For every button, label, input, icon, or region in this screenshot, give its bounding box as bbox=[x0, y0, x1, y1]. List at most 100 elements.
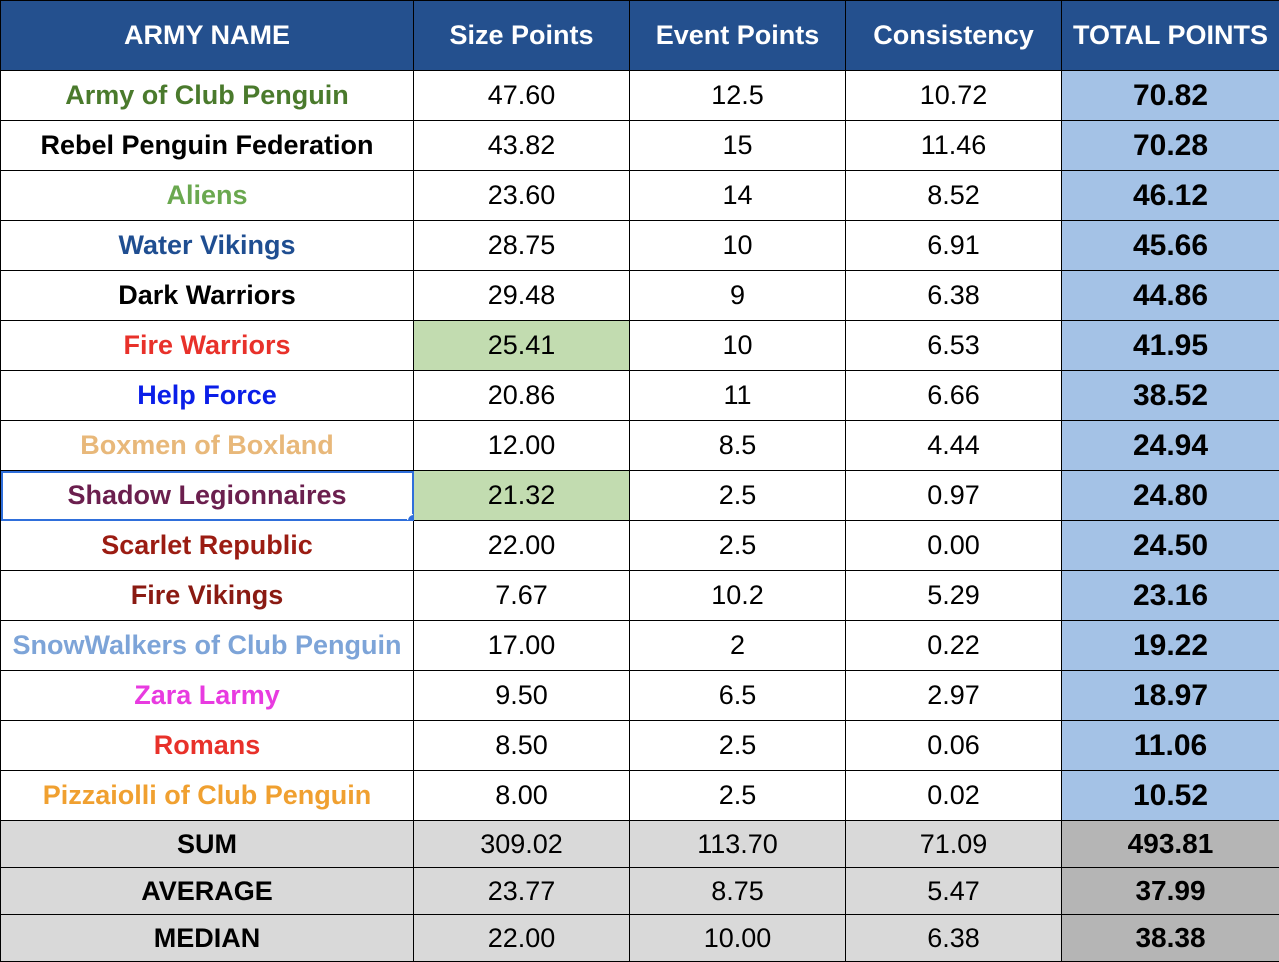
army-name-cell[interactable]: Pizzaiolli of Club Penguin bbox=[1, 771, 414, 821]
total-points-cell[interactable]: 70.82 bbox=[1062, 71, 1279, 121]
header-consistency[interactable]: Consistency bbox=[846, 1, 1062, 71]
event-points-cell[interactable]: 11 bbox=[630, 371, 846, 421]
consistency-cell[interactable]: 4.44 bbox=[846, 421, 1062, 471]
consistency-cell[interactable]: 6.53 bbox=[846, 321, 1062, 371]
header-army-name[interactable]: ARMY NAME bbox=[1, 1, 414, 71]
army-name-cell[interactable]: Water Vikings bbox=[1, 221, 414, 271]
summary-total-cell[interactable]: 493.81 bbox=[1062, 821, 1279, 868]
army-name-cell[interactable]: Scarlet Republic bbox=[1, 521, 414, 571]
summary-consistency-cell[interactable]: 6.38 bbox=[846, 915, 1062, 962]
size-points-cell[interactable]: 29.48 bbox=[414, 271, 630, 321]
size-points-cell[interactable]: 7.67 bbox=[414, 571, 630, 621]
size-points-cell[interactable]: 23.60 bbox=[414, 171, 630, 221]
summary-size-cell[interactable]: 22.00 bbox=[414, 915, 630, 962]
consistency-cell[interactable]: 10.72 bbox=[846, 71, 1062, 121]
total-points-cell[interactable]: 41.95 bbox=[1062, 321, 1279, 371]
total-points-cell[interactable]: 44.86 bbox=[1062, 271, 1279, 321]
summary-event-cell[interactable]: 8.75 bbox=[630, 868, 846, 915]
summary-size-cell[interactable]: 23.77 bbox=[414, 868, 630, 915]
size-points-cell[interactable]: 12.00 bbox=[414, 421, 630, 471]
consistency-cell[interactable]: 0.02 bbox=[846, 771, 1062, 821]
event-points-cell[interactable]: 2.5 bbox=[630, 471, 846, 521]
consistency-cell[interactable]: 6.66 bbox=[846, 371, 1062, 421]
fill-handle[interactable] bbox=[407, 514, 414, 521]
army-name-cell[interactable]: Help Force bbox=[1, 371, 414, 421]
summary-label-cell[interactable]: MEDIAN bbox=[1, 915, 414, 962]
consistency-cell[interactable]: 0.22 bbox=[846, 621, 1062, 671]
event-points-cell[interactable]: 14 bbox=[630, 171, 846, 221]
army-name-cell[interactable]: Army of Club Penguin bbox=[1, 71, 414, 121]
total-points-cell[interactable]: 38.52 bbox=[1062, 371, 1279, 421]
summary-total-cell[interactable]: 38.38 bbox=[1062, 915, 1279, 962]
total-points-cell[interactable]: 11.06 bbox=[1062, 721, 1279, 771]
size-points-cell[interactable]: 25.41 bbox=[414, 321, 630, 371]
summary-total-cell[interactable]: 37.99 bbox=[1062, 868, 1279, 915]
event-points-cell[interactable]: 8.5 bbox=[630, 421, 846, 471]
army-name-cell[interactable]: Dark Warriors bbox=[1, 271, 414, 321]
event-points-cell[interactable]: 15 bbox=[630, 121, 846, 171]
army-name-cell[interactable]: Romans bbox=[1, 721, 414, 771]
army-name-cell[interactable]: Rebel Penguin Federation bbox=[1, 121, 414, 171]
total-points-cell[interactable]: 24.80 bbox=[1062, 471, 1279, 521]
consistency-cell[interactable]: 6.91 bbox=[846, 221, 1062, 271]
consistency-cell[interactable]: 5.29 bbox=[846, 571, 1062, 621]
event-points-cell[interactable]: 10 bbox=[630, 321, 846, 371]
total-points-cell[interactable]: 19.22 bbox=[1062, 621, 1279, 671]
summary-label-cell[interactable]: AVERAGE bbox=[1, 868, 414, 915]
consistency-cell[interactable]: 6.38 bbox=[846, 271, 1062, 321]
total-points-cell[interactable]: 24.94 bbox=[1062, 421, 1279, 471]
total-points-cell[interactable]: 23.16 bbox=[1062, 571, 1279, 621]
event-points-cell[interactable]: 2 bbox=[630, 621, 846, 671]
army-name-cell[interactable]: SnowWalkers of Club Penguin bbox=[1, 621, 414, 671]
total-points-cell[interactable]: 46.12 bbox=[1062, 171, 1279, 221]
total-points-cell[interactable]: 18.97 bbox=[1062, 671, 1279, 721]
army-name-cell[interactable]: Fire Vikings bbox=[1, 571, 414, 621]
size-points-cell[interactable]: 21.32 bbox=[414, 471, 630, 521]
event-points-cell[interactable]: 10.2 bbox=[630, 571, 846, 621]
event-points-cell[interactable]: 2.5 bbox=[630, 521, 846, 571]
size-points-cell[interactable]: 43.82 bbox=[414, 121, 630, 171]
event-points-cell[interactable]: 2.5 bbox=[630, 771, 846, 821]
size-points-cell[interactable]: 9.50 bbox=[414, 671, 630, 721]
header-row: ARMY NAME Size Points Event Points Consi… bbox=[1, 1, 1279, 71]
size-points-cell[interactable]: 8.50 bbox=[414, 721, 630, 771]
header-size-points[interactable]: Size Points bbox=[414, 1, 630, 71]
summary-label-cell[interactable]: SUM bbox=[1, 821, 414, 868]
summary-consistency-cell[interactable]: 5.47 bbox=[846, 868, 1062, 915]
total-points-cell[interactable]: 45.66 bbox=[1062, 221, 1279, 271]
summary-size-cell[interactable]: 309.02 bbox=[414, 821, 630, 868]
event-points-cell[interactable]: 2.5 bbox=[630, 721, 846, 771]
army-name-cell[interactable]: Shadow Legionnaires bbox=[1, 471, 414, 521]
consistency-cell[interactable]: 11.46 bbox=[846, 121, 1062, 171]
summary-event-cell[interactable]: 10.00 bbox=[630, 915, 846, 962]
size-points-cell[interactable]: 22.00 bbox=[414, 521, 630, 571]
army-name-cell[interactable]: Aliens bbox=[1, 171, 414, 221]
total-points-cell[interactable]: 24.50 bbox=[1062, 521, 1279, 571]
size-points-cell[interactable]: 28.75 bbox=[414, 221, 630, 271]
summary-consistency-cell[interactable]: 71.09 bbox=[846, 821, 1062, 868]
army-name-cell[interactable]: Fire Warriors bbox=[1, 321, 414, 371]
header-event-points[interactable]: Event Points bbox=[630, 1, 846, 71]
consistency-cell[interactable]: 0.00 bbox=[846, 521, 1062, 571]
consistency-cell[interactable]: 2.97 bbox=[846, 671, 1062, 721]
army-name-cell[interactable]: Boxmen of Boxland bbox=[1, 421, 414, 471]
total-points-cell[interactable]: 70.28 bbox=[1062, 121, 1279, 171]
consistency-cell[interactable]: 0.06 bbox=[846, 721, 1062, 771]
event-points-cell[interactable]: 10 bbox=[630, 221, 846, 271]
size-points-cell[interactable]: 17.00 bbox=[414, 621, 630, 671]
event-points-cell[interactable]: 12.5 bbox=[630, 71, 846, 121]
size-points-cell[interactable]: 20.86 bbox=[414, 371, 630, 421]
event-points-cell[interactable]: 9 bbox=[630, 271, 846, 321]
consistency-cell[interactable]: 0.97 bbox=[846, 471, 1062, 521]
summary-event-cell[interactable]: 113.70 bbox=[630, 821, 846, 868]
total-points-cell[interactable]: 10.52 bbox=[1062, 771, 1279, 821]
event-points-cell[interactable]: 6.5 bbox=[630, 671, 846, 721]
size-points-cell[interactable]: 47.60 bbox=[414, 71, 630, 121]
size-points-cell[interactable]: 8.00 bbox=[414, 771, 630, 821]
header-total-points[interactable]: TOTAL POINTS bbox=[1062, 1, 1279, 71]
army-name-cell[interactable]: Zara Larmy bbox=[1, 671, 414, 721]
consistency-cell[interactable]: 8.52 bbox=[846, 171, 1062, 221]
